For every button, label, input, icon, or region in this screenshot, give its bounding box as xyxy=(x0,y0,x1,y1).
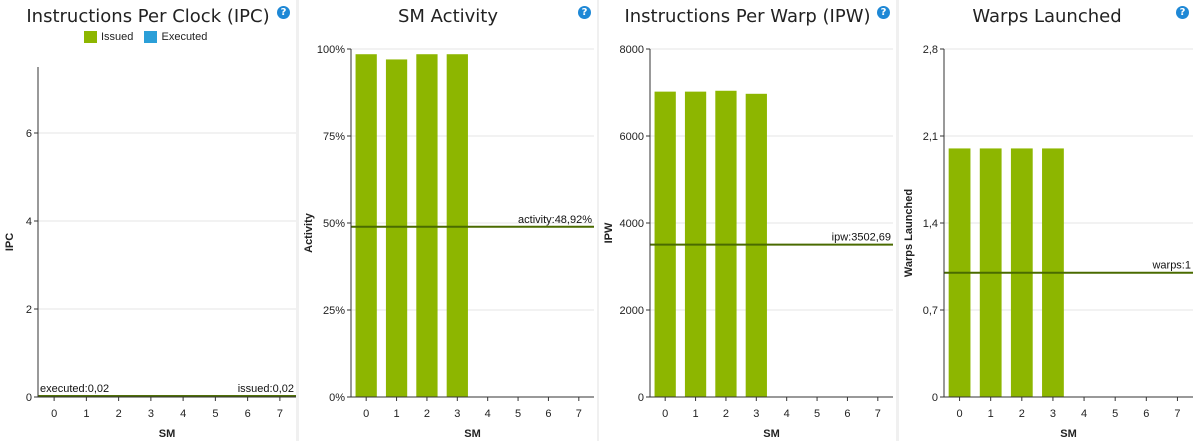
x-axis-title: SM xyxy=(763,428,780,440)
x-tick-label: 0 xyxy=(662,408,668,420)
y-tick-label: 1,4 xyxy=(923,218,938,230)
chart-title: Instructions Per Warp (IPW) xyxy=(624,6,871,27)
help-icon[interactable]: ? xyxy=(578,6,591,19)
bar xyxy=(416,54,438,397)
y-axis-title: IPW xyxy=(603,222,615,243)
x-tick-label: 3 xyxy=(454,408,460,420)
x-axis-title: SM xyxy=(1060,428,1077,440)
x-tick-label: 7 xyxy=(875,408,881,420)
x-tick-label: 0 xyxy=(51,408,57,420)
y-tick-label: 0% xyxy=(329,392,345,404)
y-tick-label: 2,8 xyxy=(923,44,938,56)
x-tick-label: 6 xyxy=(844,408,850,420)
y-tick-label: 0,7 xyxy=(923,305,938,317)
x-tick-label: 5 xyxy=(1112,408,1118,420)
help-icon[interactable]: ? xyxy=(277,6,290,19)
x-tick-label: 0 xyxy=(957,408,963,420)
x-tick-label: 1 xyxy=(83,408,89,420)
x-tick-label: 2 xyxy=(424,408,430,420)
y-tick-label: 2000 xyxy=(620,305,644,317)
legend-item-executed[interactable]: Executed xyxy=(144,31,207,43)
y-tick-label: 6000 xyxy=(620,131,644,143)
y-tick-label: 8000 xyxy=(620,44,644,56)
x-tick-label: 2 xyxy=(723,408,729,420)
y-tick-label: 6 xyxy=(26,128,32,140)
x-tick-label: 5 xyxy=(515,408,521,420)
y-tick-label: 0 xyxy=(638,392,644,404)
chart-title: SM Activity xyxy=(398,6,498,27)
legend-swatch-issued xyxy=(84,31,97,43)
legend-swatch-executed xyxy=(144,31,158,43)
sm-activity-chart: 0% 25% 50% 75% 100% activity:48,92% 0 1 2 3 4 5 6 7 SM… xyxy=(303,44,594,440)
x-axis-title: SM xyxy=(464,428,481,440)
x-tick-label: 5 xyxy=(814,408,820,420)
ipc-panel: Instructions Per Clock (IPC) ? Issued Ex… xyxy=(0,0,296,441)
x-tick-label: 7 xyxy=(277,408,283,420)
y-tick-label: 50% xyxy=(323,218,345,230)
x-tick-label: 4 xyxy=(784,408,790,420)
chart-title: Warps Launched xyxy=(972,6,1122,27)
x-tick-label: 4 xyxy=(180,408,186,420)
legend-label-executed: Executed xyxy=(161,31,208,43)
y-tick-label: 0 xyxy=(932,392,938,404)
x-tick-label: 3 xyxy=(753,408,759,420)
help-icon[interactable]: ? xyxy=(1176,6,1189,19)
y-axis-title: IPC xyxy=(4,233,16,251)
legend-item-issued[interactable]: Issued xyxy=(84,31,133,43)
y-axis-title: Activity xyxy=(303,212,315,253)
y-tick-label: 4 xyxy=(26,216,32,228)
chart-legend: Issued Executed xyxy=(84,31,215,46)
reference-line-label: executed:0,02 xyxy=(40,383,109,395)
x-tick-label: 4 xyxy=(485,408,491,420)
y-tick-label: 2 xyxy=(26,304,32,316)
x-tick-label: 1 xyxy=(988,408,994,420)
x-tick-label: 6 xyxy=(545,408,551,420)
x-axis-title: SM xyxy=(159,428,176,440)
ipw-chart: 0 2000 4000 6000 8000 ipw:3502,69 0 1 2 3 4 5 6 7 SM IP… xyxy=(603,44,893,440)
sm-activity-panel: SM Activity ? 0% 25% 50% 75% 100% activity:48… xyxy=(299,0,597,441)
help-icon[interactable]: ? xyxy=(877,6,890,19)
legend-label-issued: Issued xyxy=(101,31,134,43)
x-tick-label: 7 xyxy=(576,408,582,420)
reference-line-label: warps:1 xyxy=(1151,260,1191,272)
y-tick-label: 100% xyxy=(317,44,345,56)
reference-line-label: ipw:3502,69 xyxy=(832,232,891,244)
bar xyxy=(355,54,377,397)
x-tick-label: 6 xyxy=(245,408,251,420)
x-tick-label: 2 xyxy=(1019,408,1025,420)
x-tick-label: 5 xyxy=(212,408,218,420)
x-tick-label: 0 xyxy=(363,408,369,420)
x-tick-label: 2 xyxy=(116,408,122,420)
ipc-chart: 0 2 4 6 executed:0,02 issued:0,02 0 1 2 3 4 5 6 7 SM IP… xyxy=(4,67,296,440)
warps-launched-chart: 0 0,7 1,4 2,1 2,8 warps:1 0 1 2 3 4 5 6 7 SM Warps Laun… xyxy=(903,44,1193,440)
x-tick-label: 1 xyxy=(394,408,400,420)
warps-launched-panel: Warps Launched ? 0 0,7 1,4 2,1 2,8 warps:1 0 1 2… xyxy=(899,0,1195,441)
x-tick-label: 7 xyxy=(1174,408,1180,420)
x-tick-label: 4 xyxy=(1081,408,1087,420)
x-tick-label: 6 xyxy=(1143,408,1149,420)
y-tick-label: 2,1 xyxy=(923,131,938,143)
y-tick-label: 25% xyxy=(323,305,345,317)
ipw-panel: Instructions Per Warp (IPW) ? 0 2000 4000 6… xyxy=(599,0,896,441)
y-tick-label: 0 xyxy=(26,392,32,404)
bar xyxy=(385,59,408,397)
x-tick-label: 1 xyxy=(693,408,699,420)
y-tick-label: 4000 xyxy=(620,218,644,230)
reference-line-label: issued:0,02 xyxy=(238,383,294,395)
x-tick-label: 3 xyxy=(148,408,154,420)
y-tick-label: 75% xyxy=(323,131,345,143)
bar xyxy=(446,54,468,397)
reference-line-label: activity:48,92% xyxy=(518,214,592,226)
y-axis-title: Warps Launched xyxy=(903,189,915,277)
x-tick-label: 3 xyxy=(1050,408,1056,420)
chart-title: Instructions Per Clock (IPC) xyxy=(26,6,270,27)
